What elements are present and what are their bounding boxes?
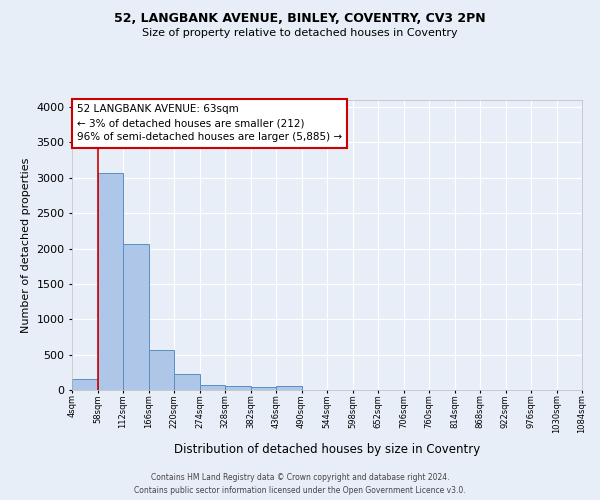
Text: 52 LANGBANK AVENUE: 63sqm
← 3% of detached houses are smaller (212)
96% of semi-: 52 LANGBANK AVENUE: 63sqm ← 3% of detach… [77,104,342,142]
Bar [149,350,174,390]
Bar [72,380,97,390]
Bar [174,374,199,390]
Bar [276,386,302,390]
Bar [199,384,225,390]
Text: Contains HM Land Registry data © Crown copyright and database right 2024.
Contai: Contains HM Land Registry data © Crown c… [134,474,466,495]
Bar [123,244,149,390]
Y-axis label: Number of detached properties: Number of detached properties [20,158,31,332]
Bar [225,386,251,390]
Bar [251,387,276,390]
Text: 52, LANGBANK AVENUE, BINLEY, COVENTRY, CV3 2PN: 52, LANGBANK AVENUE, BINLEY, COVENTRY, C… [114,12,486,26]
Text: Distribution of detached houses by size in Coventry: Distribution of detached houses by size … [174,442,480,456]
Bar [97,172,123,390]
Text: Size of property relative to detached houses in Coventry: Size of property relative to detached ho… [142,28,458,38]
